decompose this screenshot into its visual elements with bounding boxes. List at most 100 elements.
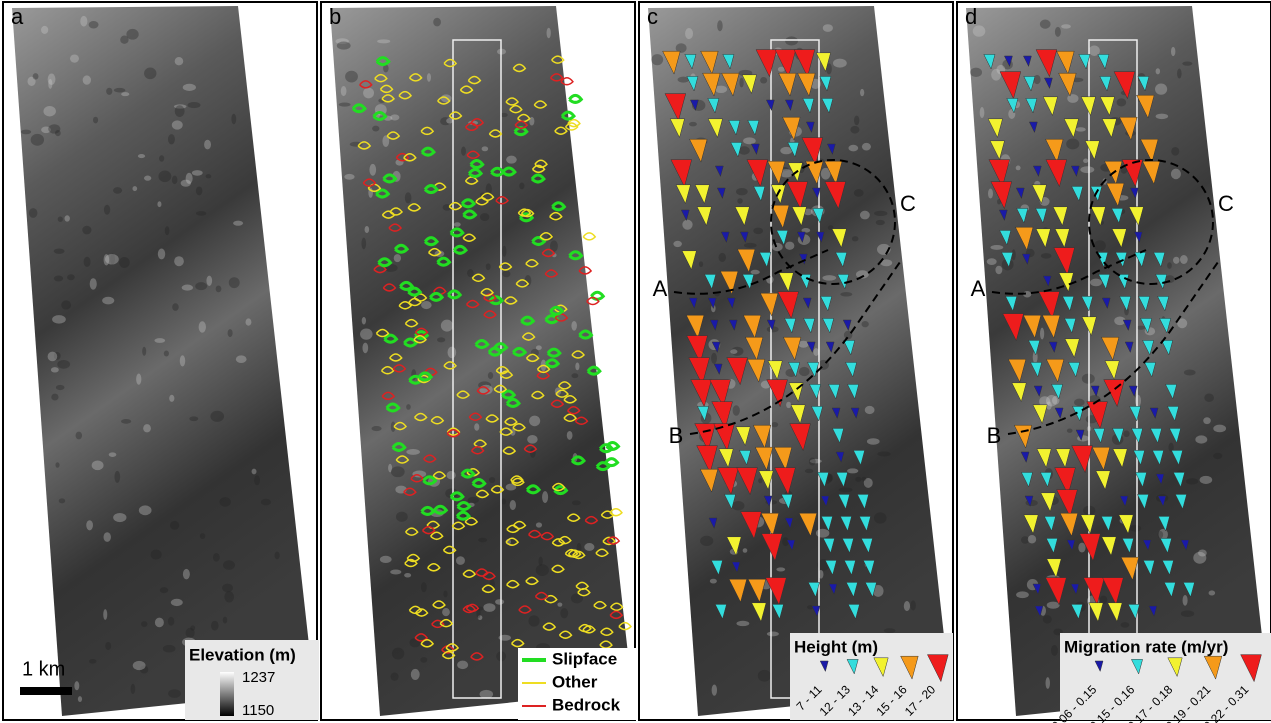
migration-arrow — [835, 252, 848, 268]
dune — [50, 367, 59, 373]
migration-arrow — [1136, 94, 1155, 119]
dune-outline — [395, 455, 410, 464]
dune — [395, 511, 408, 522]
migration-arrow — [754, 446, 774, 471]
dune-outline — [483, 310, 497, 319]
dune — [1020, 536, 1030, 544]
dune — [970, 67, 983, 78]
dune-outline — [544, 358, 561, 369]
dune — [509, 499, 517, 511]
dune-outline — [582, 625, 596, 634]
dune-outline — [575, 581, 590, 591]
migration-arrow — [735, 426, 751, 447]
dune-outline — [606, 536, 621, 545]
dune — [779, 169, 793, 178]
dune — [185, 627, 195, 638]
dune — [120, 419, 132, 424]
migration-arrow — [722, 54, 735, 70]
dune — [363, 87, 375, 99]
migration-arrow — [1045, 358, 1065, 383]
dune-outline — [428, 291, 445, 302]
dune — [457, 660, 469, 670]
dune-outline — [399, 280, 415, 291]
dune — [440, 117, 451, 126]
panel-label: a — [11, 4, 24, 29]
dune — [43, 106, 56, 117]
dune — [742, 548, 748, 553]
dune — [1046, 601, 1060, 609]
dune — [69, 54, 79, 63]
migration-arrow — [1040, 492, 1056, 513]
migration-arrow — [1058, 72, 1077, 97]
dune — [198, 321, 206, 333]
dune — [446, 118, 453, 124]
dune — [393, 254, 402, 263]
migration-arrow — [1046, 558, 1062, 579]
dune — [995, 265, 1003, 275]
dune-outline — [423, 184, 439, 195]
dune-outline — [540, 531, 555, 541]
dune — [750, 269, 760, 275]
dune-outline — [501, 166, 517, 177]
migration-arrow — [688, 297, 698, 310]
scale-bar — [20, 687, 72, 695]
migration-arrow — [845, 362, 858, 378]
migration-arrow — [1159, 318, 1172, 334]
dune-outline — [514, 120, 529, 129]
migration-arrow — [1142, 539, 1152, 552]
migration-arrow — [750, 143, 760, 156]
dune-outline — [476, 386, 491, 395]
dune-outline — [600, 627, 614, 636]
dune-outline — [551, 482, 566, 492]
migration-arrow — [1056, 489, 1078, 518]
dune — [235, 355, 247, 364]
dune — [1061, 24, 1071, 29]
dune — [77, 696, 83, 702]
dune-outline — [420, 146, 436, 157]
migration-arrow — [746, 358, 766, 383]
dune — [535, 522, 543, 528]
dune — [488, 476, 496, 483]
migration-arrow — [1080, 96, 1096, 117]
dune-outline — [432, 471, 447, 480]
migration-arrow — [1101, 536, 1117, 557]
migration-arrow — [704, 274, 717, 290]
dune — [390, 466, 405, 478]
migration-arrow — [1133, 450, 1145, 466]
dune — [1182, 594, 1188, 606]
dune — [64, 215, 70, 222]
legend-label: Other — [552, 672, 598, 691]
dune — [848, 144, 859, 152]
dune — [850, 125, 860, 134]
dune-outline — [449, 491, 465, 502]
dune — [338, 102, 351, 107]
migration-arrow — [1140, 138, 1159, 163]
dune — [377, 39, 391, 44]
dune — [798, 340, 809, 348]
dune-outline — [470, 446, 485, 455]
migration-arrow — [669, 118, 685, 139]
migration-arrow — [1127, 604, 1140, 620]
dune-outline — [528, 529, 542, 539]
dune — [861, 476, 867, 481]
migration-arrow — [744, 336, 764, 361]
migration-arrow — [820, 495, 830, 508]
migration-arrow — [1128, 385, 1138, 398]
dune — [158, 170, 172, 183]
migration-arrow — [714, 165, 724, 178]
migration-arrow — [721, 72, 740, 97]
dune — [137, 153, 146, 159]
migration-arrow — [763, 495, 773, 508]
dune — [550, 240, 558, 252]
profile-line — [991, 249, 1147, 295]
dune — [1182, 61, 1193, 66]
dune-outline — [403, 153, 417, 162]
dune — [126, 28, 139, 40]
dune — [546, 27, 551, 39]
dune-outline — [428, 247, 442, 257]
dune-outline — [602, 536, 616, 546]
migration-arrow — [802, 297, 812, 310]
dune — [219, 497, 231, 507]
region-outline — [1088, 159, 1214, 285]
